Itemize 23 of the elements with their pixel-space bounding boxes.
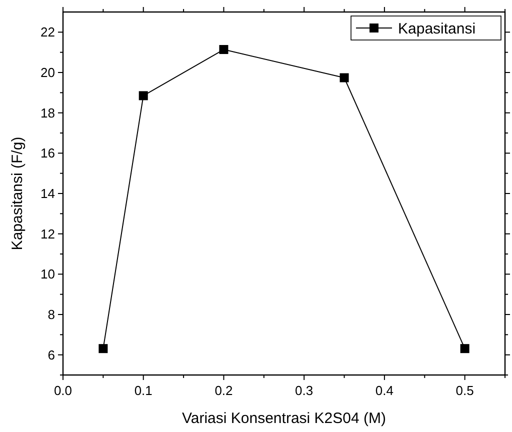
y-tick-label: 22 xyxy=(40,24,55,40)
y-tick-label: 18 xyxy=(40,105,55,120)
y-tick-label: 6 xyxy=(48,347,55,362)
point xyxy=(219,45,228,54)
y-tick-label: 12 xyxy=(40,226,55,242)
x-tick-label: 0.0 xyxy=(54,383,72,398)
y-tick-label: 14 xyxy=(40,186,55,202)
point xyxy=(98,344,108,354)
point xyxy=(138,91,148,100)
y-tick-label: 8 xyxy=(48,307,55,322)
x-tick-label: 0.2 xyxy=(214,383,233,398)
x-tick-label: 0.3 xyxy=(295,383,314,398)
point xyxy=(460,344,470,354)
x-axis-title: Variasi Konsentrasi K2S04 (M) xyxy=(182,410,386,427)
legend-label: Kapasitansi xyxy=(398,20,476,38)
y-tick-label: 10 xyxy=(40,266,55,282)
x-tick-label: 0.5 xyxy=(456,383,474,398)
y-axis-title: Kapasitansi (F/g) xyxy=(9,136,26,250)
x-tick-label: 0.4 xyxy=(375,383,394,398)
x-tick-label: 0.1 xyxy=(134,383,152,398)
y-tick-label: 20 xyxy=(40,65,55,80)
point xyxy=(340,73,349,82)
y-tick-label: 16 xyxy=(40,146,55,161)
